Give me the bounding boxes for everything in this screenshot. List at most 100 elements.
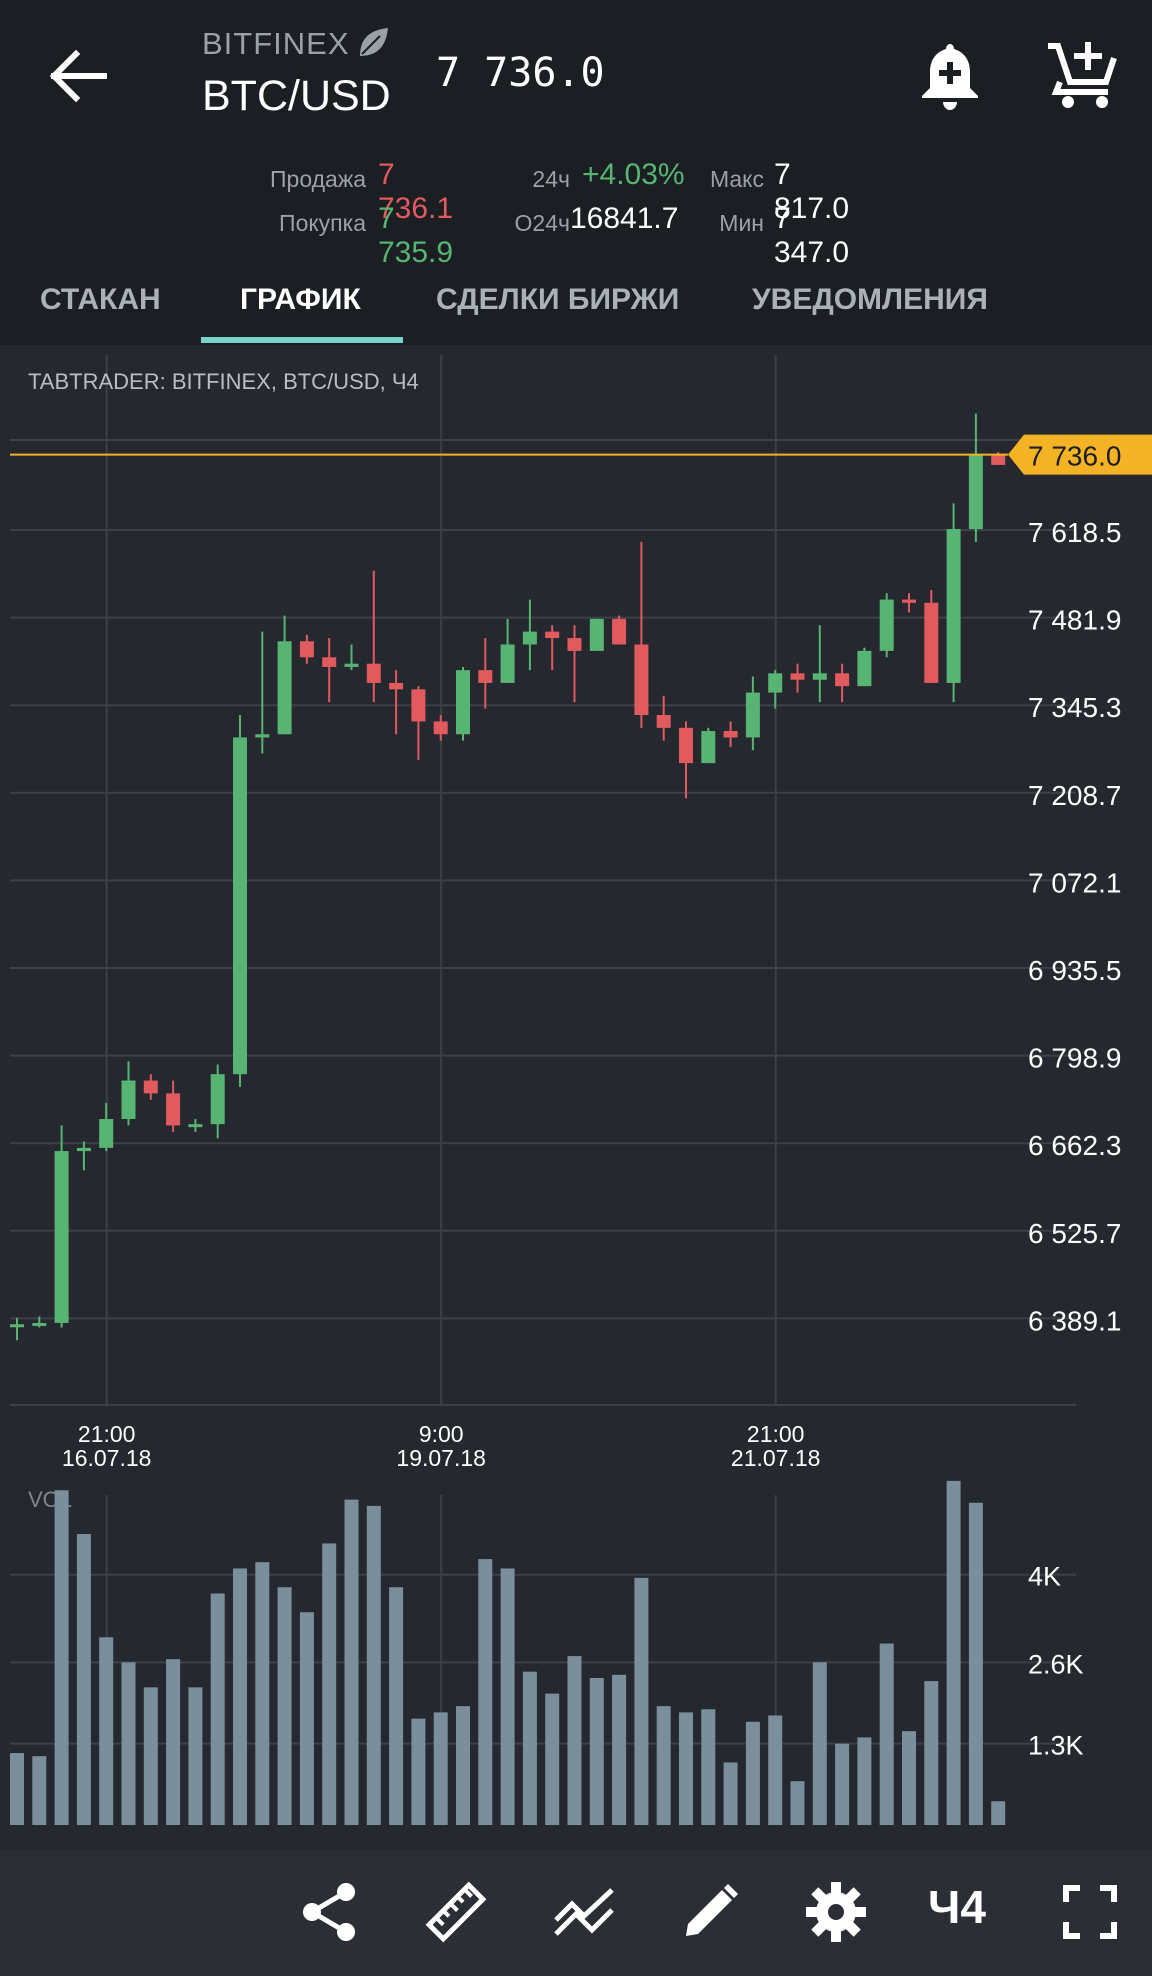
chart-title: TABTRADER: BITFINEX, BTC/USD, Ч4 — [28, 369, 419, 394]
tab-trades[interactable]: СДЕЛКИ БИРЖИ — [436, 283, 680, 316]
volume-bar — [768, 1715, 783, 1825]
volume-bar — [188, 1687, 203, 1825]
tab-alerts[interactable]: УВЕДОМЛЕНИЯ — [752, 283, 988, 316]
volume-bar — [255, 1562, 270, 1825]
volume-bar — [612, 1674, 627, 1825]
pair-title: BTC/USD — [202, 72, 391, 120]
x-axis-time-label: 9:00 — [419, 1421, 464, 1447]
candle-down — [143, 1080, 158, 1094]
candle-up — [76, 1147, 91, 1152]
candle-up — [522, 631, 537, 645]
y-axis-label: 7 072.1 — [1028, 867, 1121, 898]
bottom-toolbar: Ч4 — [0, 1850, 1152, 1976]
volume-bar — [233, 1568, 247, 1825]
candle-down — [478, 670, 493, 683]
candle-down — [299, 641, 314, 658]
tab-order-book[interactable]: СТАКАН — [40, 283, 161, 316]
current-price-label: 7 736.0 — [1028, 441, 1121, 472]
gear-icon[interactable] — [804, 1880, 868, 1944]
current-price-tag — [1008, 434, 1152, 475]
indicators-icon[interactable] — [552, 1880, 616, 1944]
candle-up — [812, 673, 827, 680]
x-axis-date-label: 21.07.18 — [731, 1445, 821, 1471]
volume-axis-label: 1.3K — [1028, 1731, 1084, 1761]
active-tab-indicator — [201, 337, 403, 343]
candle-up — [255, 734, 270, 738]
candlestick-chart[interactable]: 7 618.5 7 481.9 7 345.3 7 208.7 7 072.1 6 935… — [0, 345, 1152, 1850]
volume-value: 16841.7 — [570, 202, 679, 235]
candle-up — [54, 1151, 69, 1323]
header-bar: BITFINEX BTC/USD 7 736.0 Продажа 7 736.1… — [0, 0, 1152, 269]
candle-up — [344, 663, 359, 667]
fullscreen-icon[interactable] — [1058, 1880, 1122, 1944]
candle-down — [411, 689, 426, 722]
volume-bar — [54, 1490, 69, 1825]
candle-down — [612, 618, 627, 645]
x-axis-time-label: 21:00 — [78, 1421, 136, 1447]
candle-down — [366, 663, 381, 683]
volume-bar — [277, 1587, 292, 1825]
candle-up — [233, 737, 247, 1075]
y-axis-label: 6 935.5 — [1028, 955, 1121, 986]
back-arrow-icon[interactable] — [46, 44, 110, 108]
max-label: Макс — [709, 166, 764, 192]
candle-up — [99, 1119, 114, 1148]
candle-down — [322, 657, 337, 667]
volume-bar — [745, 1721, 760, 1825]
candle-up — [946, 529, 961, 683]
volume-bar — [991, 1801, 1006, 1825]
volume-bar — [99, 1637, 114, 1825]
volume-bar — [567, 1656, 582, 1825]
volume-bar — [32, 1756, 47, 1825]
candle-down — [723, 731, 738, 738]
candle-up — [10, 1324, 24, 1328]
candle-up — [188, 1124, 203, 1128]
candle-up — [589, 618, 604, 651]
volume-bar — [299, 1612, 314, 1825]
candle-down — [991, 454, 1006, 465]
x-axis-date-label: 16.07.18 — [62, 1445, 152, 1471]
timeframe-button[interactable]: Ч4 — [928, 1881, 986, 1933]
add-to-cart-icon[interactable] — [1046, 38, 1118, 110]
tab-bar: СТАКАН ГРАФИК СДЕЛКИ БИРЖИ УВЕДОМЛЕНИЯ — [0, 265, 1152, 345]
candle-up — [121, 1080, 136, 1120]
ruler-icon[interactable] — [424, 1880, 488, 1944]
y-axis-label: 6 389.1 — [1028, 1305, 1121, 1336]
volume-bar — [879, 1643, 894, 1825]
volume-bar — [656, 1706, 671, 1825]
y-axis-label: 6 525.7 — [1028, 1218, 1121, 1249]
volume-bar — [121, 1662, 136, 1825]
volume-bar — [10, 1753, 24, 1825]
volume-bar — [76, 1534, 91, 1825]
candle-up — [768, 673, 783, 693]
candle-down — [679, 727, 693, 764]
volume-axis-label: 4K — [1028, 1562, 1061, 1592]
max-value: 7 817.0 — [774, 158, 850, 225]
volume-bar — [322, 1543, 337, 1825]
leaf-icon — [360, 28, 388, 56]
pencil-icon[interactable] — [678, 1880, 742, 1944]
add-alert-bell-icon[interactable] — [916, 40, 984, 112]
chart-area[interactable]: 7 618.5 7 481.9 7 345.3 7 208.7 7 072.1 6 935… — [0, 345, 1152, 1850]
candle-up — [277, 641, 292, 735]
change-label: 24ч — [532, 166, 570, 192]
volume-bar — [366, 1505, 381, 1825]
volume-bar — [701, 1709, 716, 1825]
sell-label: Продажа — [270, 166, 366, 192]
exchange-name: BITFINEX — [202, 26, 350, 61]
volume-bar — [589, 1677, 604, 1825]
volume-bar — [411, 1718, 426, 1825]
volume-bar — [946, 1480, 961, 1825]
volume-bar — [857, 1737, 872, 1825]
volume-bar — [902, 1731, 916, 1825]
volume-label: O24ч — [514, 210, 570, 236]
volume-bar — [924, 1681, 939, 1825]
sell-value: 7 736.1 — [378, 158, 454, 225]
tab-chart[interactable]: ГРАФИК — [240, 283, 361, 316]
share-icon[interactable] — [298, 1880, 362, 1944]
candle-up — [701, 731, 716, 764]
candle-up — [745, 692, 760, 738]
volume-bar — [545, 1693, 560, 1825]
volume-bar — [166, 1659, 181, 1825]
change-value: +4.03% — [582, 158, 685, 191]
